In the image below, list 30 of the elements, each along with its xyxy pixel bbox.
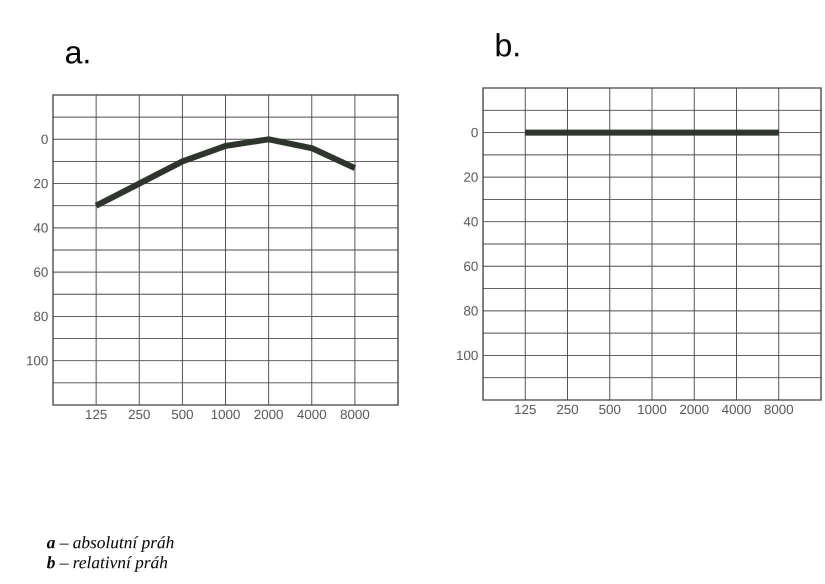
x-tick-label: 125 [515,404,536,414]
y-tick-label: 60 [464,262,478,271]
x-tick-label: 2000 [254,410,283,420]
y-tick-label: 80 [464,306,478,316]
x-tick-label: 500 [172,410,193,420]
y-tick-label: 0 [471,128,478,138]
text: a – absolutní práh [46,536,174,552]
x-tick-label: 1000 [638,404,666,414]
x-tick-label: 4000 [722,404,751,414]
y-tick-label: 20 [34,178,48,188]
x-tick-label: 250 [557,404,578,414]
text: b – relativní práh [46,556,168,572]
y-tick-label: 100 [457,350,478,360]
y-tick-label: 80 [34,312,48,322]
chart-title: b. [496,33,518,57]
x-tick-label: 1000 [212,410,240,420]
y-tick-label: 100 [27,356,48,366]
x-tick-label: 2000 [680,404,709,414]
x-tick-label: 4000 [297,410,326,420]
chart-title: a. [66,46,88,64]
y-tick-label: 60 [34,267,48,277]
x-tick-label: 8000 [764,404,794,414]
x-tick-label: 8000 [340,410,370,420]
y-tick-label: 20 [464,172,478,182]
x-tick-label: 125 [86,410,107,420]
y-tick-label: 0 [41,134,48,144]
y-tick-label: 40 [464,216,478,226]
x-tick-label: 500 [599,404,620,414]
x-tick-label: 250 [128,410,150,420]
y-tick-label: 40 [34,223,48,233]
